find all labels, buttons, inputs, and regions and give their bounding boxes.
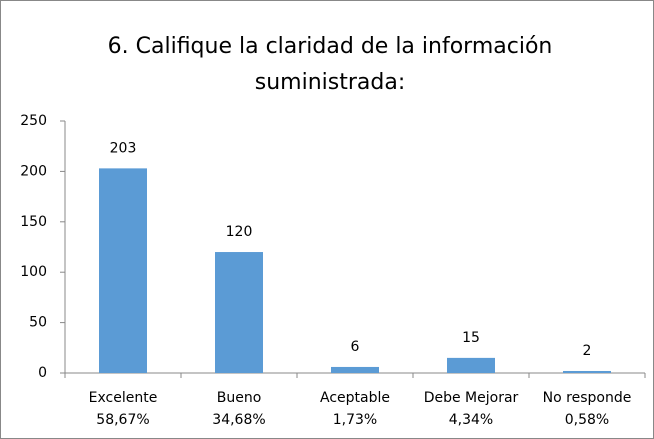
- x-tick-label: Debe Mejorar: [424, 390, 519, 406]
- bar: [447, 357, 495, 373]
- bar: [563, 370, 611, 373]
- y-tick-label: 150: [20, 214, 47, 230]
- y-tick-label: 0: [38, 365, 47, 381]
- y-tick-label: 250: [20, 113, 47, 129]
- data-label: 120: [226, 224, 253, 240]
- chart-title: suministrada:: [255, 70, 405, 95]
- chart-title: 6. Califique la claridad de la informaci…: [108, 34, 553, 59]
- bar: [331, 366, 379, 373]
- y-tick-label: 100: [20, 264, 47, 280]
- data-label: 15: [462, 330, 480, 346]
- bar: [215, 252, 263, 373]
- x-tick-percentage: 4,34%: [449, 412, 493, 428]
- x-tick-label: Aceptable: [320, 390, 390, 406]
- x-tick-percentage: 58,67%: [96, 412, 149, 428]
- x-tick-percentage: 1,73%: [333, 412, 377, 428]
- y-tick-label: 200: [20, 163, 47, 179]
- data-label: 6: [351, 339, 360, 355]
- x-tick-label: Excelente: [89, 390, 158, 406]
- x-tick-percentage: 0,58%: [565, 412, 609, 428]
- x-tick-percentage: 34,68%: [212, 412, 265, 428]
- x-tick-label: No responde: [543, 390, 632, 406]
- bar: [99, 168, 147, 373]
- x-tick-label: Bueno: [217, 390, 262, 406]
- data-label: 2: [583, 343, 592, 359]
- y-tick-label: 50: [29, 315, 47, 331]
- data-label: 203: [110, 140, 137, 156]
